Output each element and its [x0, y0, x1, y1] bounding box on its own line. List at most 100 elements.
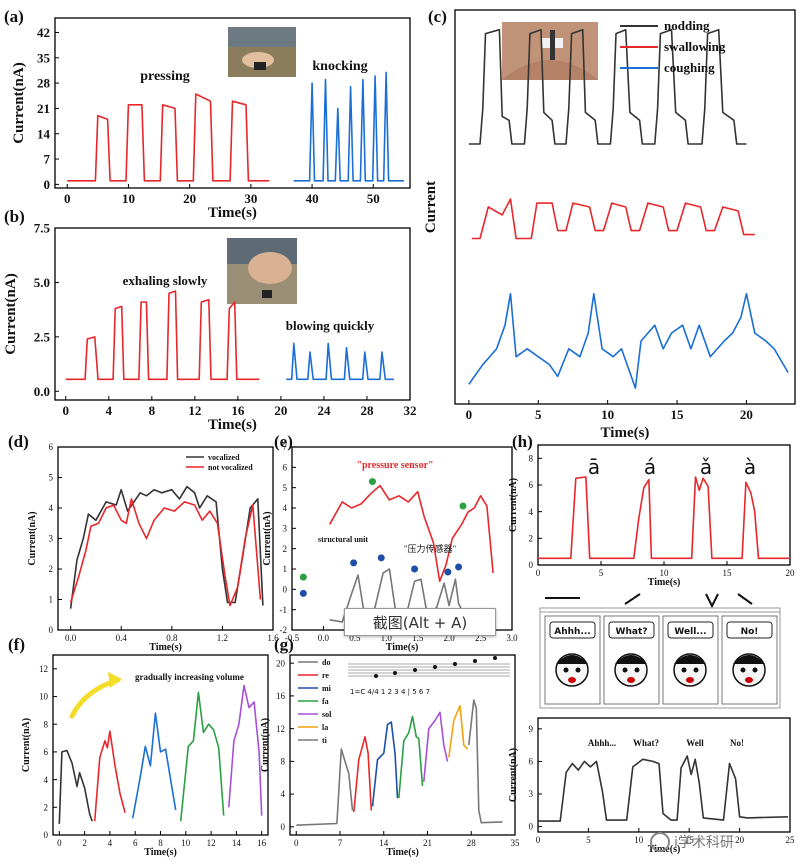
mouth-photo	[227, 238, 297, 304]
screenshot-tooltip[interactable]: 截图(Alt + A)	[344, 608, 496, 636]
series-f-2	[131, 712, 177, 819]
x-tick-label: 0.0	[318, 633, 330, 643]
series-h2-0	[538, 755, 789, 822]
speech-bubble	[726, 621, 773, 639]
panel-label: (e)	[274, 432, 293, 451]
y-tick-label: 20	[276, 658, 286, 668]
x-tick-label: 2.0	[444, 633, 456, 643]
x-tick-label: 2.5	[475, 633, 487, 643]
legend-label: la	[322, 723, 328, 732]
series-a-0	[67, 93, 270, 182]
speech-bubble	[608, 621, 655, 639]
y-tick-label: 7.5	[34, 221, 51, 236]
x-tick-label: 10	[601, 407, 614, 422]
x-axis-label: Time(s)	[386, 847, 419, 858]
watermark: i学术科研	[650, 832, 734, 852]
x-axis-label: Time(s)	[648, 577, 681, 588]
panel-label: (f)	[8, 635, 25, 654]
panel-label: (d)	[8, 432, 29, 451]
y-tick-label: 4	[49, 503, 54, 513]
hair-icon	[615, 655, 647, 664]
mouth-icon	[686, 677, 694, 683]
y-tick-label: 2	[529, 533, 534, 543]
legend-label: fa	[322, 697, 329, 706]
finger-photo	[228, 27, 296, 77]
y-tick-label: 21	[37, 101, 50, 116]
y-tick-label: 4	[283, 503, 288, 513]
cartoon-text: Well...	[674, 627, 706, 637]
series-c-0	[468, 28, 747, 145]
mouth-icon	[745, 677, 753, 683]
frame-b	[54, 227, 411, 401]
cartoon-text: What?	[616, 627, 648, 637]
legend-label: not vocalized	[208, 463, 253, 472]
y-tick-label: 7	[283, 442, 288, 452]
series-g-0	[296, 748, 354, 826]
x-tick-label: 8	[158, 838, 163, 848]
x-tick-label: 32	[404, 403, 417, 418]
x-tick-label: 0	[536, 835, 541, 845]
y-tick-label: 5.0	[34, 275, 50, 290]
speech-bubble	[549, 621, 596, 639]
y-axis-label: Current	[423, 181, 439, 233]
y-tick-label: 8	[529, 453, 534, 463]
y-tick-label: 0	[44, 830, 49, 840]
y-tick-label: 6	[49, 442, 54, 452]
y-tick-label: 28	[37, 76, 51, 91]
y-tick-label: 5	[49, 473, 54, 483]
panel-label: (g)	[274, 635, 294, 654]
y-axis-label: Current(nA)	[11, 62, 27, 143]
frame-a	[54, 17, 411, 189]
tone-label: ā	[588, 455, 600, 479]
series-g-4	[423, 711, 449, 782]
annotation-h2: Ahhh...	[588, 738, 616, 748]
x-tick-label: 0	[63, 403, 70, 418]
music-score: 1=C 4/4 1 2 3 4 | 5 6 7	[350, 688, 430, 696]
tone-label: á	[644, 455, 656, 479]
x-tick-label: 1.6	[267, 633, 279, 643]
series-c-1	[471, 198, 755, 240]
y-tick-label: 14	[37, 126, 51, 141]
series-d-1	[69, 498, 262, 607]
y-axis-label: Current(nA)	[27, 511, 38, 565]
y-tick-label: 2	[49, 564, 54, 574]
x-tick-label: 0.0	[65, 633, 77, 643]
x-tick-label: 12	[207, 838, 216, 848]
note-head	[413, 668, 417, 672]
x-tick-label: 21	[423, 838, 432, 848]
panel-frames	[52, 9, 796, 836]
x-tick-label: -0.5	[285, 633, 300, 643]
eye-icon	[622, 667, 628, 673]
x-tick-label: 14	[232, 838, 242, 848]
annotation-chinese: "压力传感器"	[404, 543, 457, 554]
series-b-0	[65, 290, 260, 381]
y-tick-label: 2.5	[34, 329, 51, 344]
tone-label: à	[744, 455, 756, 479]
series-e-1	[329, 568, 488, 625]
annotation-knocking: knocking	[312, 59, 367, 74]
series-a-1	[293, 71, 404, 182]
series-e-0	[329, 484, 494, 583]
x-tick-label: 4	[106, 403, 113, 418]
x-tick-label: 10	[181, 838, 191, 848]
y-tick-label: 12	[39, 664, 48, 674]
x-tick-label: 4	[108, 838, 113, 848]
eye-icon	[575, 667, 581, 673]
y-tick-label: -1	[280, 605, 288, 615]
x-axis-label: Time(s)	[149, 642, 182, 653]
x-tick-label: 0.5	[349, 633, 361, 643]
x-tick-label: 5	[535, 407, 542, 422]
x-tick-label: 10	[660, 568, 670, 578]
y-tick-label: 2	[283, 544, 288, 554]
y-tick-label: 4	[529, 507, 534, 517]
series-f-0	[58, 749, 93, 824]
y-tick-label: 0	[529, 560, 534, 570]
marker-dot	[299, 573, 307, 581]
x-axis-label: Time(s)	[208, 205, 257, 221]
series-f-1	[93, 730, 126, 822]
plot-marks	[58, 25, 790, 826]
legend-label: re	[322, 671, 329, 680]
x-tick-label: 1.5	[412, 633, 424, 643]
panel-label: (a)	[4, 7, 24, 26]
legend-label: ti	[322, 736, 328, 745]
